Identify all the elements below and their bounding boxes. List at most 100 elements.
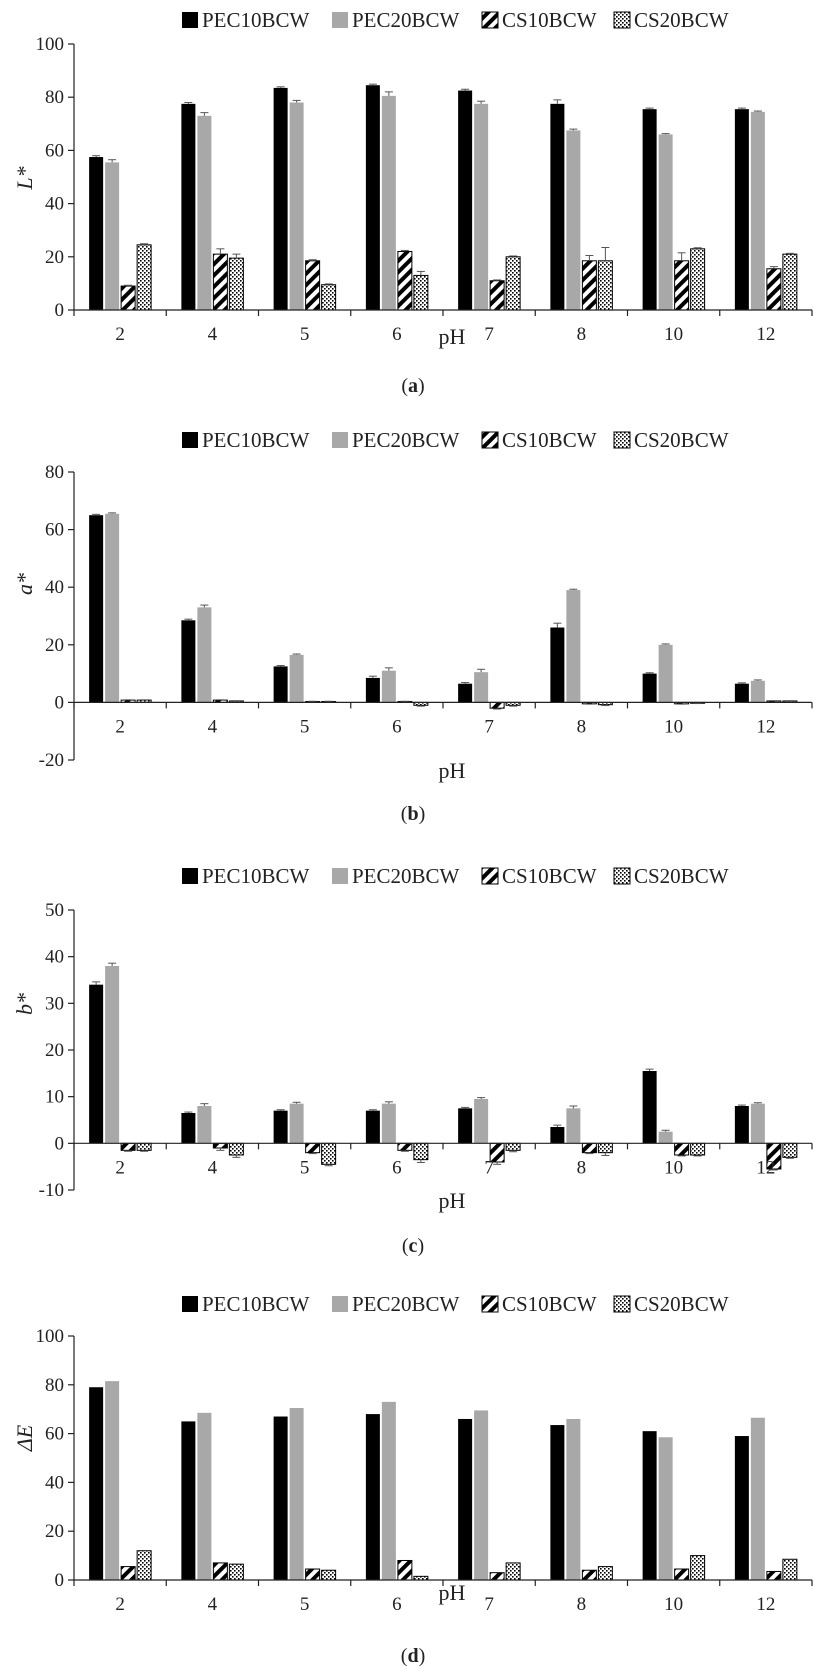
bar-pec20bcw-ph-7 <box>474 1410 489 1580</box>
x-tick-label: 5 <box>300 716 310 737</box>
y-tick-label: 40 <box>45 194 64 215</box>
x-tick-label: 2 <box>115 1157 125 1178</box>
bar-pec10bcw-ph-12 <box>734 1436 749 1580</box>
legend-label-pec10bcw: PEC10BCW <box>202 428 310 452</box>
bar-cs10bcw-ph-12 <box>766 268 782 311</box>
x-tick-label: 2 <box>115 324 125 345</box>
x-axis-label: pH <box>439 324 466 349</box>
panel-caption: (d) <box>401 1645 425 1667</box>
legend-swatch-cs10bcw <box>481 867 499 885</box>
y-tick-label: 100 <box>36 34 65 55</box>
bar-pec20bcw-ph-2 <box>105 1381 120 1580</box>
y-tick-label: 60 <box>45 140 64 161</box>
x-tick-label: 6 <box>392 324 402 345</box>
bar-cs10bcw-ph-5 <box>305 1568 321 1581</box>
legend-label-cs20bcw: CS20BCW <box>634 8 729 32</box>
bar-pec10bcw-ph-10 <box>642 109 657 310</box>
bar-pec10bcw-ph-6 <box>365 1414 380 1580</box>
bar-pec20bcw-ph-7 <box>474 1099 489 1144</box>
bar-pec10bcw-ph-2 <box>89 1387 104 1580</box>
x-tick-label: 7 <box>484 1594 494 1615</box>
x-axis-label: pH <box>439 1188 466 1213</box>
bar-cs20bcw-ph-10 <box>690 1555 706 1581</box>
legend-swatch-pec20bcw <box>332 12 348 28</box>
legend-label-pec20bcw: PEC20BCW <box>352 428 460 452</box>
bar-pec10bcw-ph-5 <box>273 666 288 703</box>
legend-label-pec20bcw: PEC20BCW <box>352 864 460 888</box>
bar-cs10bcw-ph-10 <box>674 1142 690 1156</box>
legend: PEC10BCW PEC20BCW CS10BCW CS20BCW <box>182 428 729 452</box>
y-tick-label: -10 <box>39 1180 64 1201</box>
x-tick-label: 4 <box>208 1594 218 1615</box>
bar-pec20bcw-ph-8 <box>566 590 581 703</box>
caption-open-paren: ( <box>402 1235 409 1257</box>
y-tick-label: 100 <box>36 1326 65 1347</box>
bar-pec20bcw-ph-6 <box>381 1103 396 1144</box>
y-axis-label: b* <box>12 993 37 1015</box>
x-tick-label: 10 <box>664 324 683 345</box>
bar-cs20bcw-ph-2 <box>136 1550 152 1581</box>
bar-cs10bcw-ph-6 <box>397 1142 413 1151</box>
bar-cs10bcw-ph-2 <box>120 285 136 311</box>
caption-letter: a <box>408 375 418 397</box>
bar-cs10bcw-ph-8 <box>581 1569 597 1581</box>
y-tick-label: 0 <box>55 692 65 713</box>
y-tick-label: 80 <box>45 462 64 483</box>
x-axis-label: pH <box>439 1580 466 1605</box>
bar-pec10bcw-ph-6 <box>365 1110 380 1144</box>
bar-pec20bcw-ph-8 <box>566 1108 581 1144</box>
caption-close-paren: ) <box>417 1235 424 1257</box>
x-tick-label: 5 <box>300 1594 310 1615</box>
y-tick-label: 0 <box>55 1570 65 1591</box>
bar-cs20bcw-ph-4 <box>228 257 244 311</box>
x-tick-label: 7 <box>484 1157 494 1178</box>
bar-pec20bcw-ph-5 <box>289 654 304 703</box>
bar-cs10bcw-ph-8 <box>581 1142 597 1154</box>
bar-pec10bcw-ph-8 <box>550 627 565 703</box>
bar-pec10bcw-ph-7 <box>458 1418 473 1580</box>
bar-pec20bcw-ph-4 <box>197 1106 212 1144</box>
legend-swatch-pec10bcw <box>182 1296 198 1312</box>
bar-pec20bcw-ph-10 <box>658 1437 673 1580</box>
legend-swatch-pec10bcw <box>182 12 198 28</box>
bar-pec20bcw-ph-5 <box>289 1407 304 1580</box>
bar-pec10bcw-ph-12 <box>734 109 749 310</box>
caption-letter: c <box>409 1235 418 1257</box>
legend-swatch-cs10bcw <box>481 1295 499 1313</box>
caption-open-paren: ( <box>401 375 408 397</box>
bar-cs20bcw-ph-2 <box>136 1142 152 1151</box>
bar-pec10bcw-ph-5 <box>273 1110 288 1144</box>
y-tick-label: 0 <box>55 1133 65 1154</box>
x-tick-label: 2 <box>115 1594 125 1615</box>
y-tick-label: 20 <box>45 1040 64 1061</box>
plot-area: 0 20 40 60 80 100 2 4 5 6 7 8 10 12 <box>36 1326 813 1615</box>
bar-pec20bcw-ph-12 <box>750 111 765 310</box>
x-tick-label: 4 <box>208 716 218 737</box>
x-tick-label: 12 <box>756 1157 775 1178</box>
bar-cs10bcw-ph-7 <box>489 1572 505 1581</box>
x-tick-label: 8 <box>577 324 587 345</box>
plot-area: -20 0 20 40 60 80 2 4 5 6 7 8 10 12 <box>39 462 813 771</box>
y-tick-label: 30 <box>45 993 64 1014</box>
bar-pec10bcw-ph-4 <box>181 103 196 310</box>
bar-pec20bcw-ph-2 <box>105 162 120 310</box>
bar-cs20bcw-ph-5 <box>321 284 337 311</box>
bar-pec10bcw-ph-10 <box>642 673 657 703</box>
bar-pec10bcw-ph-7 <box>458 90 473 310</box>
y-tick-label: 10 <box>45 1087 64 1108</box>
bar-cs10bcw-ph-6 <box>397 1559 413 1581</box>
bar-pec20bcw-ph-4 <box>197 607 212 703</box>
legend-swatch-cs20bcw <box>613 11 631 29</box>
bar-pec20bcw-ph-8 <box>566 1418 581 1580</box>
bar-pec20bcw-ph-8 <box>566 130 581 310</box>
bar-cs20bcw-ph-12 <box>782 1558 798 1581</box>
bar-cs10bcw-ph-4 <box>212 253 228 311</box>
bar-pec20bcw-ph-6 <box>381 670 396 703</box>
x-tick-label: 12 <box>756 324 775 345</box>
x-tick-label: 12 <box>756 716 775 737</box>
bar-pec10bcw-ph-4 <box>181 620 196 703</box>
legend-swatch-pec20bcw <box>332 868 348 884</box>
bar-pec20bcw-ph-7 <box>474 103 489 310</box>
